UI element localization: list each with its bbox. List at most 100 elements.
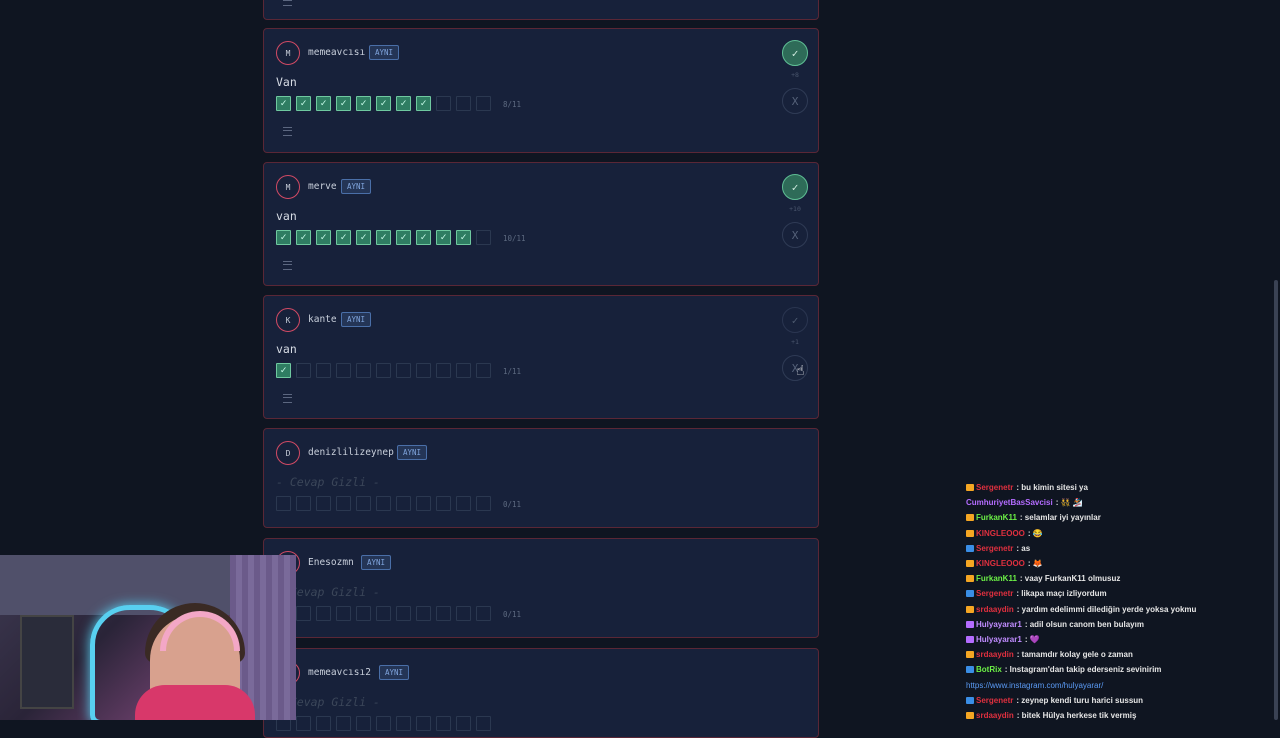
vote-boxes: ✓ xyxy=(276,363,491,378)
scrollbar-thumb[interactable] xyxy=(1274,280,1278,720)
vote-box xyxy=(476,496,491,511)
chat-text: : as xyxy=(1016,543,1031,553)
chat-text: : bu kimin sitesi ya xyxy=(1016,483,1088,493)
chat-message: https://www.instagram.com/hulyayarar/ xyxy=(966,677,1266,692)
vote-count: 10/11 xyxy=(503,234,526,243)
accept-button[interactable]: ✓ xyxy=(782,307,808,333)
username: kante xyxy=(308,314,337,325)
vote-box: ✓ xyxy=(276,363,291,378)
chat-username: BotRix xyxy=(976,665,1002,675)
chat-badge-icon xyxy=(966,529,974,537)
chat-username: srdaaydin xyxy=(976,650,1014,660)
answer-text: Van xyxy=(276,75,297,89)
vote-box xyxy=(476,96,491,111)
vote-box xyxy=(436,716,451,731)
reject-button[interactable]: X xyxy=(782,88,808,114)
vote-box xyxy=(376,716,391,731)
vote-box: ✓ xyxy=(296,230,311,245)
chat-text: : bitek Hülya herkese tik vermiş xyxy=(1016,710,1137,720)
vote-box xyxy=(396,496,411,511)
vote-box xyxy=(356,606,371,621)
vote-box xyxy=(436,363,451,378)
list-icon[interactable] xyxy=(283,0,292,6)
chat-message: srdaaydin: tamamdır kolay gele o zaman xyxy=(966,647,1266,662)
vote-box xyxy=(456,716,471,731)
chat-message: FurkanK11: selamlar iyi yayınlar xyxy=(966,510,1266,525)
chat-username: Sergenetr xyxy=(976,589,1014,599)
vote-box: ✓ xyxy=(316,230,331,245)
chat-text: : 👯 🏂 xyxy=(1055,498,1083,508)
status-badge: AYNI xyxy=(341,179,372,194)
chat-message: FurkanK11: vaay FurkanK11 olmusuz xyxy=(966,571,1266,586)
username: memeavcısı xyxy=(308,47,366,58)
chat-badge-icon xyxy=(966,651,974,659)
chat-badge-icon xyxy=(966,544,974,552)
vote-box: ✓ xyxy=(276,96,291,111)
vote-box xyxy=(456,496,471,511)
vote-box xyxy=(476,363,491,378)
chat-badge-icon xyxy=(966,711,974,719)
hand-cursor-icon: ☝ xyxy=(796,363,805,379)
vote-box xyxy=(476,716,491,731)
vote-count: 0/11 xyxy=(503,610,522,619)
username: denizlilizeynep xyxy=(308,447,394,458)
avatar: M xyxy=(276,175,300,199)
vote-box xyxy=(396,363,411,378)
list-icon[interactable] xyxy=(283,261,292,270)
webcam-overlay xyxy=(0,555,296,720)
chat-message: srdaaydin: bitek Hülya herkese tik vermi… xyxy=(966,708,1266,723)
chat-badge-icon xyxy=(966,605,974,613)
chat-message: KINGLEOOO: 😂 xyxy=(966,526,1266,541)
vote-count: 0/11 xyxy=(503,500,522,509)
vote-box xyxy=(376,606,391,621)
vote-box xyxy=(416,363,431,378)
chat-text: : yardım edelimmi dilediğin yerde yoksa … xyxy=(1016,604,1197,614)
reject-button[interactable]: X xyxy=(782,355,808,381)
chat-message: Hulyayarar1: adil olsun canom ben bulayı… xyxy=(966,617,1266,632)
webcam-shelf xyxy=(20,615,74,709)
vote-box xyxy=(436,496,451,511)
chat-badge-icon xyxy=(966,696,974,704)
chat-message: Hulyayarar1: 💜 xyxy=(966,632,1266,647)
vote-box xyxy=(316,606,331,621)
chat-badge-icon xyxy=(966,514,974,522)
vote-box: ✓ xyxy=(396,230,411,245)
webcam-streamer-shirt xyxy=(135,685,255,720)
answer-text: van xyxy=(276,342,297,356)
vote-box: ✓ xyxy=(396,96,411,111)
list-icon[interactable] xyxy=(283,394,292,403)
vote-box xyxy=(456,606,471,621)
accept-button[interactable]: ✓ xyxy=(782,174,808,200)
list-icon[interactable] xyxy=(283,127,292,136)
username: merve xyxy=(308,181,337,192)
vote-count: 1/11 xyxy=(503,367,522,376)
answer-text: van xyxy=(276,209,297,223)
chat-badge-icon xyxy=(966,575,974,583)
avatar: K xyxy=(276,308,300,332)
vote-box xyxy=(456,363,471,378)
vote-boxes: ✓ ✓ ✓ ✓ ✓ ✓ ✓ ✓ xyxy=(276,96,491,111)
vote-box xyxy=(296,363,311,378)
username: memeavcısı2 xyxy=(308,667,371,678)
chat-overlay: Sergenetr: bu kimin sitesi ya CumhuriyetB… xyxy=(966,480,1266,723)
chat-username: KINGLEOOO xyxy=(976,559,1025,569)
vote-boxes: ✓ ✓ ✓ ✓ ✓ ✓ ✓ ✓ ✓ ✓ xyxy=(276,230,491,245)
vote-box: ✓ xyxy=(336,230,351,245)
chat-message: KINGLEOOO: 🦊 xyxy=(966,556,1266,571)
chat-text: : 🦊 xyxy=(1027,559,1043,569)
vote-box xyxy=(336,716,351,731)
status-badge: AYNI xyxy=(361,555,392,570)
chat-username: FurkanK11 xyxy=(976,574,1017,584)
reject-button[interactable]: X xyxy=(782,222,808,248)
answer-card: Mmemeavcısı2AYNI- Cevap Gizli - xyxy=(263,648,819,738)
hidden-answer-text: - Cevap Gizli - xyxy=(276,585,380,599)
chat-text: : zeynep kendi turu harici sussun xyxy=(1016,695,1144,705)
chat-message: Sergenetr: bu kimin sitesi ya xyxy=(966,480,1266,495)
vote-box xyxy=(436,96,451,111)
vote-box xyxy=(296,716,311,731)
chat-username: KINGLEOOO xyxy=(976,528,1025,538)
accept-button[interactable]: ✓ xyxy=(782,40,808,66)
avatar: M xyxy=(276,41,300,65)
vote-box xyxy=(356,496,371,511)
chat-link[interactable]: https://www.instagram.com/hulyayarar/ xyxy=(966,680,1104,690)
